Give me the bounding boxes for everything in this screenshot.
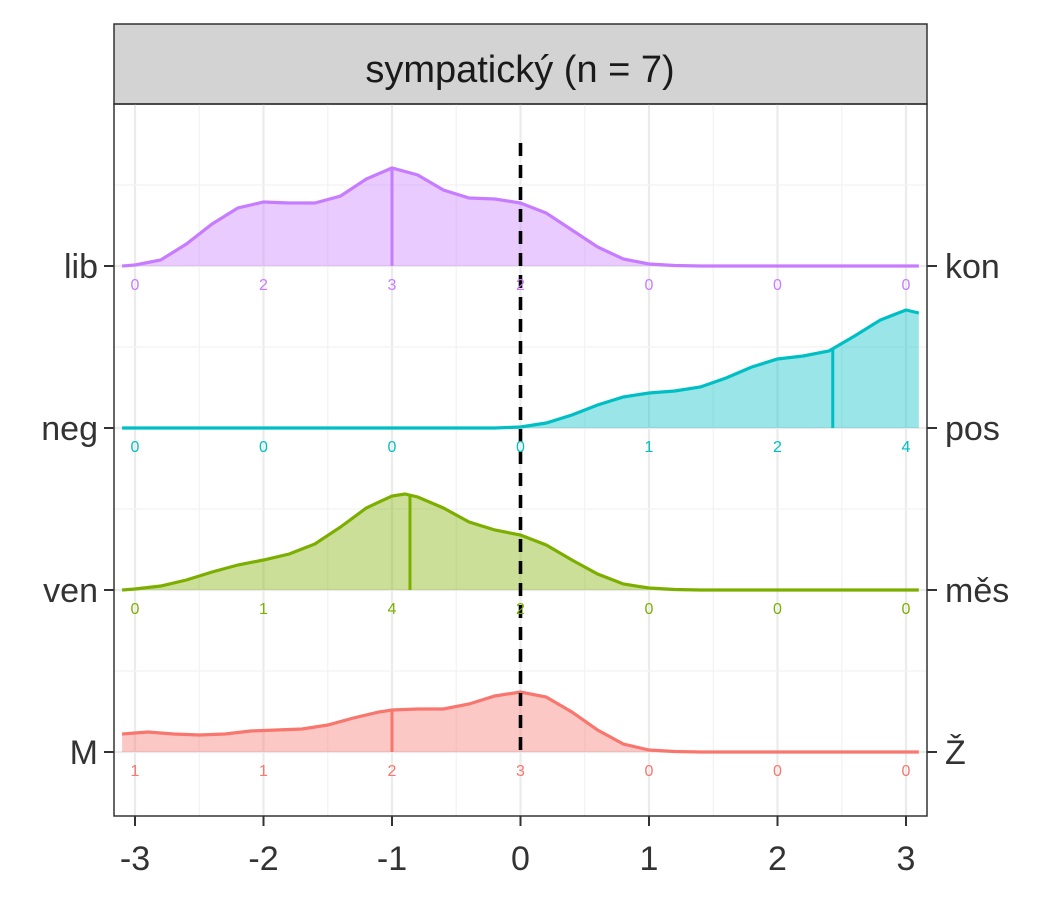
count-label: 2	[388, 763, 397, 780]
left-category-label: ven	[43, 572, 98, 610]
right-category-label: pos	[945, 410, 1000, 448]
count-label: 2	[516, 277, 525, 294]
count-label: 3	[516, 763, 525, 780]
count-label: 2	[773, 439, 782, 456]
count-label: 0	[131, 439, 140, 456]
count-label: 0	[388, 439, 397, 456]
count-label: 0	[645, 277, 654, 294]
x-tick-label: 1	[640, 840, 659, 878]
count-label: 0	[516, 439, 525, 456]
count-label: 0	[773, 277, 782, 294]
left-category-label: lib	[64, 248, 98, 286]
density-line	[122, 308, 920, 430]
right-category-label: kon	[945, 248, 1000, 286]
count-label: 0	[902, 277, 911, 294]
count-label: 0	[902, 763, 911, 780]
density-area	[122, 310, 919, 428]
x-tick-label: -1	[377, 840, 407, 878]
count-label: 4	[902, 439, 911, 456]
count-label: 0	[645, 763, 654, 780]
count-label: 2	[259, 277, 268, 294]
count-label: 1	[645, 439, 654, 456]
density-line	[121, 166, 919, 268]
count-label: 0	[645, 601, 654, 618]
x-tick-label: 0	[511, 840, 530, 878]
x-tick-label: -2	[248, 840, 278, 878]
count-label: 1	[259, 601, 268, 618]
facet-title: sympatický (n = 7)	[365, 49, 674, 91]
x-tick-label: 3	[897, 840, 916, 878]
count-label: 2	[516, 601, 525, 618]
left-category-label: M	[70, 734, 98, 772]
right-category-label: měs	[945, 572, 1009, 610]
count-label: 0	[131, 601, 140, 618]
count-label: 0	[259, 439, 268, 456]
x-tick-label: -3	[120, 840, 150, 878]
density-line	[121, 690, 919, 754]
count-label: 0	[131, 277, 140, 294]
count-label: 0	[773, 601, 782, 618]
count-label: 0	[902, 601, 911, 618]
left-category-label: neg	[41, 410, 98, 448]
count-label: 3	[388, 277, 397, 294]
facet-strip	[113, 23, 928, 105]
axes: -3 -2 -1 0 1 2 3 lib kon neg pos ven měs M Ž	[41, 248, 1009, 878]
right-category-label: Ž	[945, 734, 966, 772]
count-label: 1	[259, 763, 268, 780]
count-label: 1	[131, 763, 140, 780]
count-label: 0	[773, 763, 782, 780]
x-tick-label: 2	[768, 840, 787, 878]
count-label: 4	[388, 601, 397, 618]
count-labels: 0 2 3 2 0 0 0 0 0 0 0 1 2 4 0 1 4 2 0 0 0 1 1 2 3 0 0 0	[131, 277, 911, 780]
